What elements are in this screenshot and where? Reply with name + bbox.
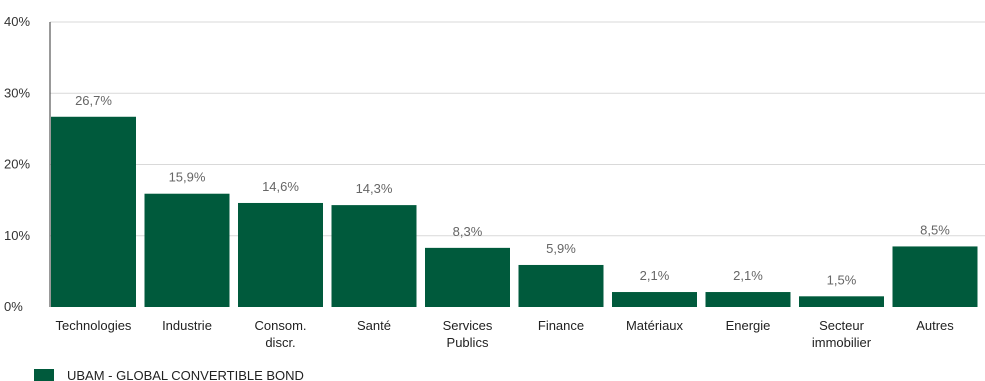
- data-label: 8,3%: [453, 224, 483, 239]
- bar: [425, 247, 510, 307]
- bar: [51, 116, 136, 307]
- x-category-label: Technologies: [56, 318, 132, 333]
- y-tick-label: 0%: [4, 299, 23, 314]
- y-tick-label: 10%: [4, 228, 30, 243]
- x-category-label: Santé: [357, 318, 391, 333]
- data-label: 15,9%: [169, 170, 206, 185]
- data-label: 5,9%: [546, 241, 576, 256]
- data-labels: 26,7% 15,9% 14,6% 14,3% 8,3% 5,9% 2,1% 2,1% 1,5%…: [75, 93, 950, 288]
- y-axis-ticks: 0% 10% 20% 30% 40%: [4, 14, 30, 314]
- bar: [518, 264, 604, 307]
- data-label: 2,1%: [733, 268, 763, 283]
- x-category-label: Finance: [538, 318, 584, 333]
- legend: UBAM - GLOBAL CONVERTIBLE BOND: [34, 368, 304, 381]
- bar: [892, 246, 978, 307]
- bar: [238, 202, 323, 307]
- data-label: 8,5%: [920, 222, 950, 237]
- data-label: 14,3%: [356, 181, 393, 196]
- x-category-label: Consom. discr.: [254, 318, 306, 350]
- bar: [705, 292, 791, 307]
- x-category-label: Energie: [726, 318, 771, 333]
- y-tick-label: 40%: [4, 14, 30, 29]
- bar: [144, 193, 230, 307]
- legend-label: UBAM - GLOBAL CONVERTIBLE BOND: [67, 368, 304, 381]
- x-category-label: Services Publics: [443, 318, 493, 350]
- x-category-label: Autres: [916, 318, 954, 333]
- y-tick-label: 20%: [4, 157, 30, 172]
- y-tick-label: 30%: [4, 85, 30, 100]
- x-category-label: Matériaux: [626, 318, 684, 333]
- data-label: 26,7%: [75, 93, 112, 108]
- bar: [612, 292, 697, 307]
- x-axis-categories: Technologies Industrie Consom. discr. Santé S…: [56, 318, 955, 350]
- x-category-label: Secteur immobilier: [812, 318, 872, 350]
- data-label: 14,6%: [262, 179, 299, 194]
- data-label: 2,1%: [640, 268, 670, 283]
- x-category-label: Industrie: [162, 318, 212, 333]
- gridlines: [49, 21, 985, 307]
- data-label: 1,5%: [827, 272, 857, 287]
- bar: [331, 205, 417, 307]
- legend-swatch: [34, 369, 54, 381]
- bar: [799, 296, 884, 307]
- bars: [51, 116, 978, 307]
